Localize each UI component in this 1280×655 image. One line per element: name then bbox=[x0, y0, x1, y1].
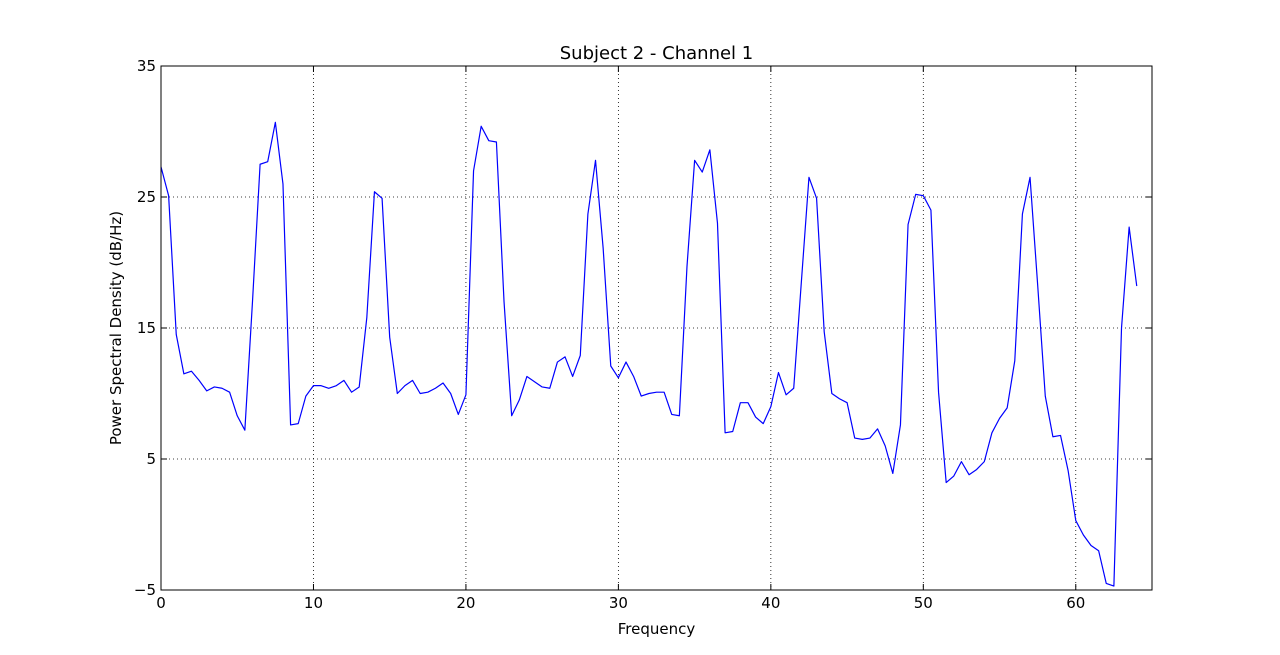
x-tick-label: 40 bbox=[761, 594, 780, 612]
x-tick-label: 30 bbox=[609, 594, 628, 612]
y-tick-label: 15 bbox=[137, 319, 156, 337]
y-axis-label: Power Spectral Density (dB/Hz) bbox=[107, 211, 125, 445]
x-tick-label: 50 bbox=[914, 594, 933, 612]
axis-ticks: 0 10 20 30 40 50 60 −5 5 15 25 35 bbox=[134, 57, 1152, 612]
y-tick-label: −5 bbox=[134, 581, 156, 599]
grid-lines bbox=[161, 66, 1152, 590]
y-tick-label: 5 bbox=[146, 450, 156, 468]
x-tick-label: 10 bbox=[304, 594, 323, 612]
psd-series-line bbox=[160, 121, 1138, 587]
data-series bbox=[160, 121, 1138, 587]
x-tick-label: 60 bbox=[1066, 594, 1085, 612]
x-tick-label: 20 bbox=[456, 594, 475, 612]
x-axis-label: Frequency bbox=[618, 620, 696, 638]
x-tick-label: 0 bbox=[156, 594, 166, 612]
y-tick-label: 35 bbox=[137, 57, 156, 75]
chart-title: Subject 2 - Channel 1 bbox=[560, 43, 753, 64]
y-tick-label: 25 bbox=[137, 188, 156, 206]
